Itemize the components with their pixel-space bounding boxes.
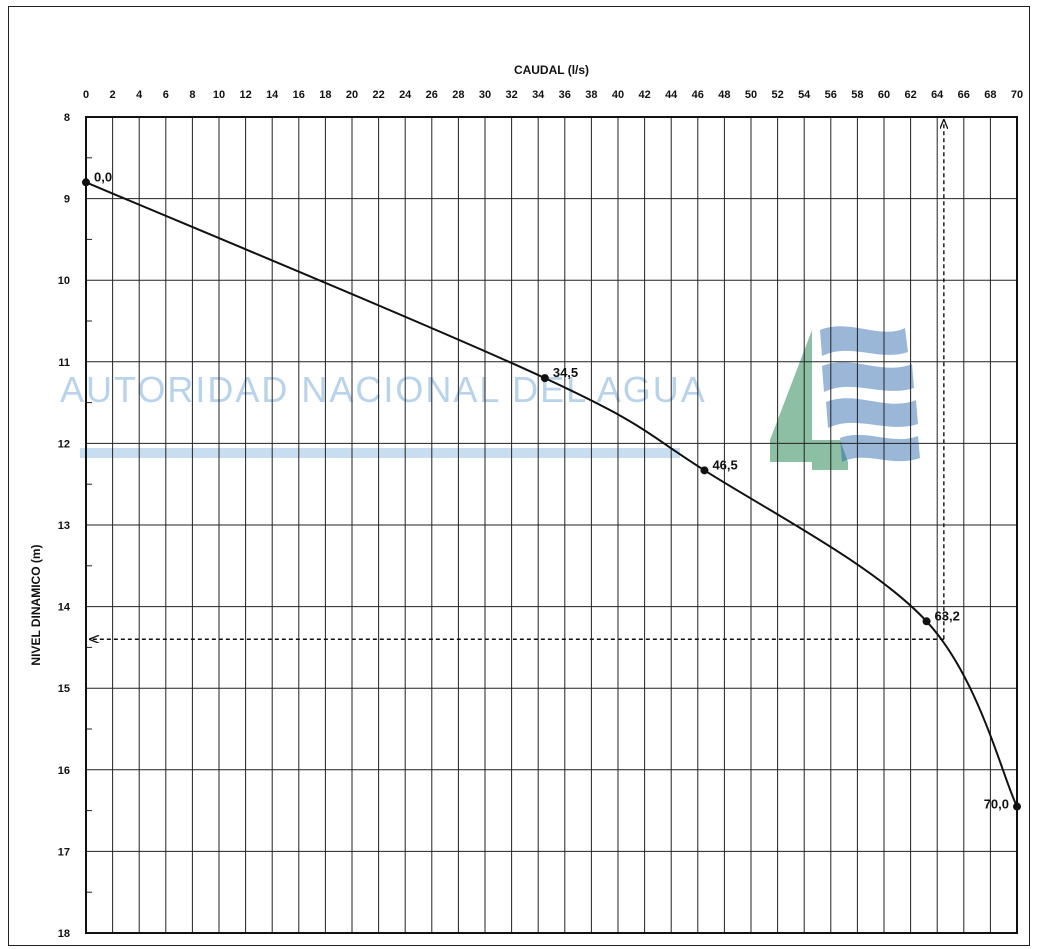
y-tick-label: 15 [58,683,70,695]
data-point [1013,802,1021,811]
x-tick-label: 2 [110,89,116,101]
watermark-logo-wave [840,434,920,462]
watermark-logo-triangle-base [770,440,848,470]
y-tick-label: 12 [58,438,70,450]
x-tick-label: 18 [319,89,331,101]
x-tick-label: 6 [163,89,169,101]
data-point [922,617,931,626]
x-tick-label: 0 [83,89,89,101]
data-label: 34,5 [553,365,578,380]
x-tick-label: 10 [213,89,225,101]
watermark: AUTORIDAD NACIONAL DEL AGUA [60,326,920,470]
x-tick-label: 30 [479,89,491,101]
x-tick-label: 70 [1011,89,1023,101]
y-tick-label: 13 [58,520,70,532]
x-tick-label: 64 [931,89,944,101]
x-tick-label: 48 [718,89,730,101]
x-tick-label: 12 [239,89,251,101]
x-tick-label: 38 [585,89,597,101]
x-tick-label: 14 [266,89,279,101]
data-point [700,466,709,475]
y-tick-label: 17 [58,846,70,858]
data-point [82,178,90,187]
x-tick-label: 42 [638,89,650,101]
y-axis-title: NIVEL DINAMICO (m) [29,544,43,665]
y-tick-label: 10 [58,275,70,287]
watermark-logo-wave [822,362,914,392]
x-tick-label: 56 [825,89,837,101]
data-label: 70,0 [984,797,1009,812]
x-tick-label: 26 [426,89,438,101]
chart-frame [8,6,1030,946]
x-tick-label: 22 [372,89,384,101]
series-line [85,181,1018,807]
x-tick-label: 52 [771,89,783,101]
series: 0,0 34,5 46,5 63,2 70,0 [82,169,1021,812]
watermark-logo-wave [826,398,918,428]
x-tick-label: 24 [399,89,412,101]
x-tick-label: 62 [904,89,916,101]
x-tick-label: 36 [559,89,571,101]
x-tick-label: 68 [984,89,996,101]
y-tick-label: 11 [58,357,70,369]
x-tick-label: 50 [745,89,757,101]
watermark-bar [80,448,680,458]
x-tick-label: 40 [612,89,624,101]
x-tick-label: 60 [878,89,890,101]
x-tick-label: 44 [665,89,678,101]
axes: 0 2 4 6 8 10 12 14 16 18 20 22 24 26 28 30 32 34 36 38 40 42 4… [58,89,1023,940]
x-tick-label: 34 [532,89,545,101]
y-tick-label: 16 [58,765,70,777]
guide-lines [90,120,944,639]
grid [85,116,1018,934]
plot-area-border [85,116,1018,934]
y-tick-label: 18 [58,928,70,940]
x-tick-label: 32 [505,89,517,101]
y-tick-label: 8 [64,112,70,124]
x-tick-label: 66 [958,89,970,101]
x-tick-label: 46 [692,89,704,101]
data-label: 46,5 [712,457,737,472]
watermark-logo-triangle-top [770,330,812,440]
data-label: 63,2 [935,608,960,623]
x-tick-label: 58 [851,89,863,101]
x-tick-label: 16 [293,89,305,101]
data-point [540,374,549,383]
y-tick-label: 14 [58,602,71,614]
y-tick-label: 9 [64,194,70,206]
watermark-logo-wave [820,326,908,356]
x-tick-label: 28 [452,89,464,101]
x-tick-label: 4 [136,89,143,101]
data-label: 0,0 [94,169,112,184]
x-tick-label: 8 [189,89,195,101]
x-tick-label: 54 [798,89,811,101]
x-axis-title: CAUDAL (l/s) [514,63,589,77]
watermark-text: AUTORIDAD NACIONAL DEL AGUA [60,369,707,410]
x-tick-label: 20 [346,89,358,101]
